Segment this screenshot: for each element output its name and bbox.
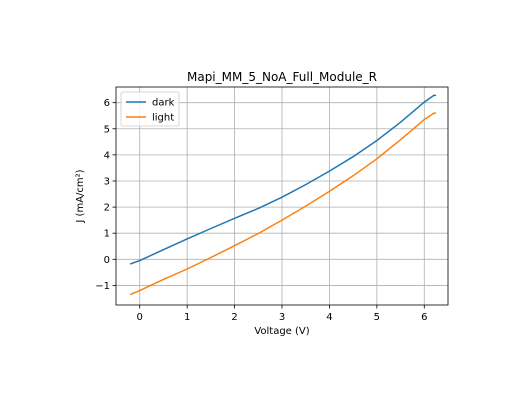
legend-label-light: light <box>152 113 174 124</box>
series-line-dark <box>129 94 437 265</box>
y-tick-label: 3 <box>104 176 110 187</box>
x-tick-label: 0 <box>137 312 143 323</box>
x-tick-label: 3 <box>279 312 285 323</box>
chart-title: Mapi_MM_5_NoA_Full_Module_R <box>187 70 377 84</box>
x-tick-label: 2 <box>231 312 237 323</box>
grid <box>116 87 448 305</box>
x-tick-label: 1 <box>184 312 190 323</box>
legend: dark light <box>120 91 180 127</box>
y-axis-ticks: −1 0 1 2 3 4 5 6 <box>95 98 116 292</box>
x-axis-ticks: 0 1 2 3 4 5 6 <box>137 305 427 323</box>
y-axis-label: J (mA/cm²) <box>75 169 86 223</box>
series-line-light <box>129 112 437 296</box>
legend-label-dark: dark <box>152 98 175 109</box>
y-tick-label: 4 <box>104 150 110 161</box>
x-tick-label: 5 <box>374 312 380 323</box>
y-tick-label: 1 <box>104 229 110 240</box>
y-tick-label: 6 <box>104 98 110 109</box>
x-tick-label: 4 <box>326 312 332 323</box>
x-tick-label: 6 <box>421 312 427 323</box>
y-tick-label: 0 <box>104 255 110 266</box>
y-tick-label: −1 <box>95 281 110 292</box>
y-tick-label: 5 <box>104 124 110 135</box>
x-axis-label: Voltage (V) <box>254 326 309 337</box>
series-lines <box>129 94 437 296</box>
y-tick-label: 2 <box>104 203 110 214</box>
